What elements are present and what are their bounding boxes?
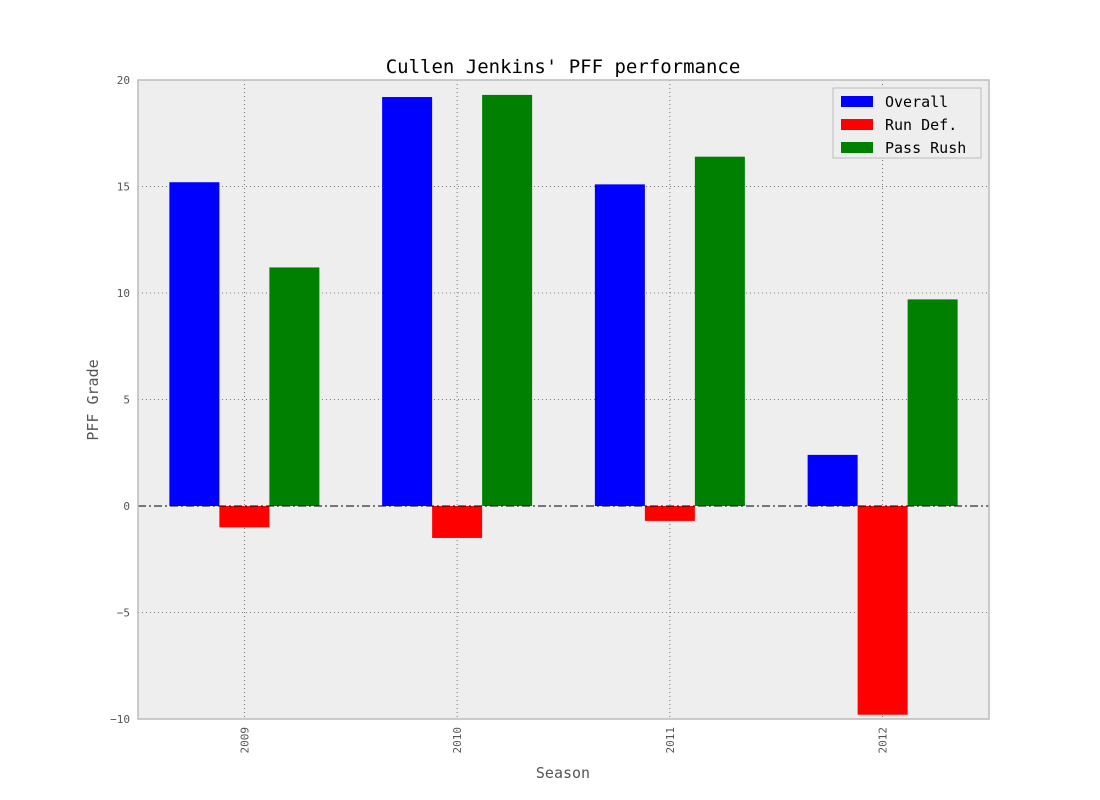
legend-swatch [841, 119, 873, 130]
y-tick-label: 20 [117, 74, 130, 87]
bar-pass-rush [907, 299, 958, 506]
y-tick-label: 15 [117, 181, 130, 194]
bar-pass-rush [269, 267, 320, 506]
bar-overall [807, 454, 858, 506]
x-tick-label: 2009 [238, 727, 251, 754]
bar-run-def [432, 506, 483, 538]
y-tick-label: −10 [110, 713, 130, 726]
bar-run-def [219, 506, 270, 528]
bar-overall [169, 182, 220, 507]
bar-run-def [644, 506, 695, 521]
y-tick-label: 0 [123, 500, 130, 513]
legend-swatch [841, 142, 873, 153]
legend-swatch [841, 96, 873, 107]
legend-label: Pass Rush [885, 139, 966, 157]
bar-overall [382, 97, 433, 506]
x-tick-label: 2010 [451, 727, 464, 754]
y-axis-ticks: −10 −5 0 5 10 15 20 [110, 74, 130, 726]
x-tick-label: 2011 [664, 727, 677, 754]
y-tick-label: 10 [117, 287, 130, 300]
chart-title: Cullen Jenkins' PFF performance [386, 56, 741, 78]
bar-pass-rush [482, 94, 533, 506]
legend-label: Overall [885, 93, 948, 111]
y-axis-label: PFF Grade [84, 359, 102, 440]
bar-pass-rush [694, 156, 745, 506]
y-tick-label: 5 [123, 394, 130, 407]
bar-run-def [857, 506, 908, 715]
x-axis-ticks: 2009 2010 2011 2012 [238, 727, 889, 754]
legend-label: Run Def. [885, 116, 957, 134]
x-tick-label: 2012 [877, 727, 890, 754]
plot-frame [137, 79, 990, 720]
bars [169, 94, 958, 715]
x-axis-label: Season [536, 764, 590, 782]
bar-overall [594, 184, 645, 506]
legend: Overall Run Def. Pass Rush [832, 87, 982, 159]
y-tick-label: −5 [117, 607, 130, 620]
